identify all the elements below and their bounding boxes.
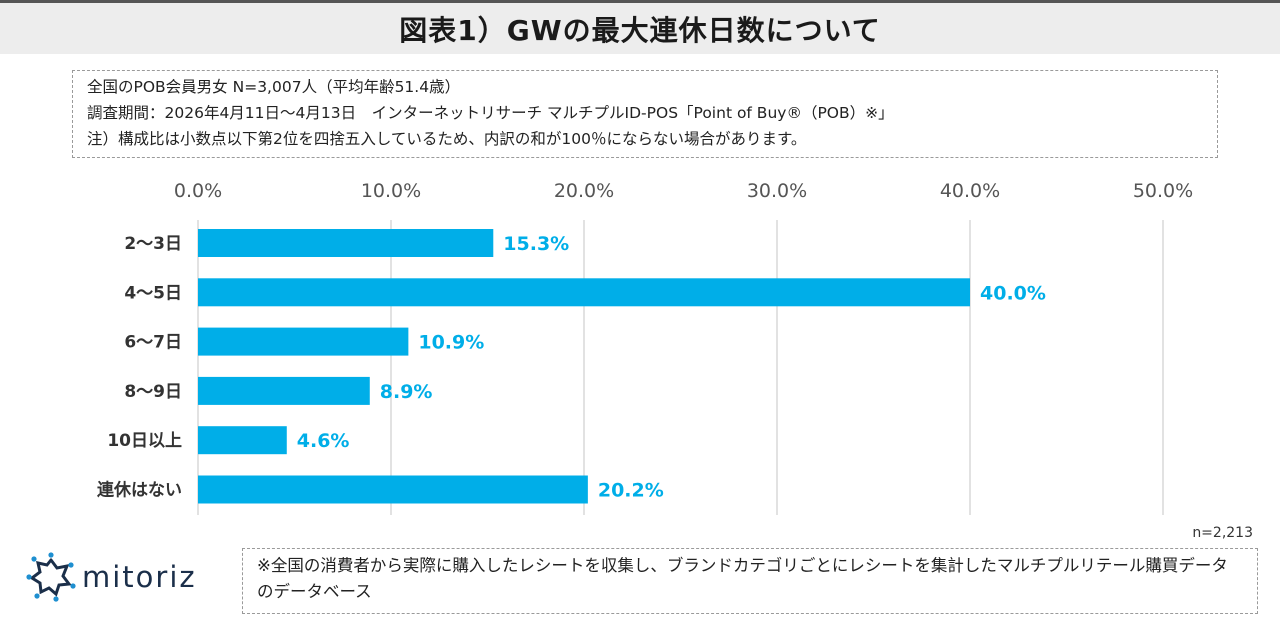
sample-size-label: n=2,213 bbox=[1192, 525, 1253, 541]
x-tick-label: 0.0% bbox=[174, 180, 222, 202]
mitoriz-logo: mitoriz bbox=[26, 552, 197, 602]
footnote-box: ※全国の消費者から実際に購入したレシートを収集し、ブランドカテゴリごとにレシート… bbox=[242, 548, 1258, 614]
footnote-text: ※全国の消費者から実際に購入したレシートを収集し、ブランドカテゴリごとにレシート… bbox=[257, 556, 1228, 601]
bar bbox=[198, 278, 970, 307]
category-label: 6～7日 bbox=[124, 333, 182, 353]
x-tick-label: 30.0% bbox=[747, 180, 807, 202]
data-label: 4.6% bbox=[297, 430, 350, 452]
data-label: 10.9% bbox=[418, 332, 484, 354]
bar bbox=[198, 229, 494, 257]
notes-line-sample: 全国のPOB会員男女 N=3,007人（平均年齢51.4歳） bbox=[87, 78, 461, 96]
category-label: 4～5日 bbox=[124, 283, 182, 303]
bar bbox=[198, 426, 287, 455]
notes-line-period: 調査期間：2026年4月11日～4月13日 インターネットリサーチ マルチプルI… bbox=[87, 104, 894, 122]
x-tick-label: 10.0% bbox=[361, 180, 421, 202]
data-label: 20.2% bbox=[598, 480, 664, 502]
x-tick-label: 50.0% bbox=[1133, 180, 1193, 202]
x-tick-label: 40.0% bbox=[940, 180, 1000, 202]
mitoriz-logo-icon bbox=[26, 552, 76, 602]
bar-chart: 0.0% 10.0% 20.0% 30.0% 40.0% 50.0% 2～3日 15.3% 4～… bbox=[97, 180, 1193, 515]
survey-notes-box: 全国のPOB会員男女 N=3,007人（平均年齢51.4歳） 調査期間：2026… bbox=[72, 70, 1218, 158]
bar bbox=[198, 376, 370, 405]
bar bbox=[198, 327, 409, 356]
category-label: 連休はない bbox=[97, 480, 182, 501]
page-title: 図表1）GWの最大連休日数について bbox=[399, 13, 881, 47]
x-tick-label: 20.0% bbox=[554, 180, 614, 202]
bar bbox=[198, 475, 588, 504]
data-label: 8.9% bbox=[380, 381, 433, 403]
notes-line-rounding: 注）構成比は小数点以下第2位を四捨五入しているため、内訳の和が100％にならない… bbox=[87, 130, 807, 148]
logo-wordmark: mitoriz bbox=[82, 560, 197, 594]
category-label: 2～3日 bbox=[124, 234, 182, 254]
category-label: 8～9日 bbox=[124, 382, 182, 402]
category-label: 10日以上 bbox=[107, 431, 182, 451]
data-label: 15.3% bbox=[503, 233, 569, 255]
data-label: 40.0% bbox=[980, 282, 1046, 304]
title-bar: 図表1）GWの最大連休日数について bbox=[0, 0, 1280, 54]
